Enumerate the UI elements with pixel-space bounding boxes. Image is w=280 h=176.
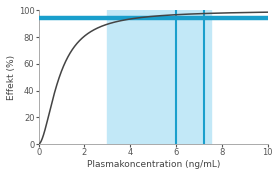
- Y-axis label: Effekt (%): Effekt (%): [7, 55, 16, 100]
- X-axis label: Plasmakoncentration (ng/mL): Plasmakoncentration (ng/mL): [87, 160, 220, 169]
